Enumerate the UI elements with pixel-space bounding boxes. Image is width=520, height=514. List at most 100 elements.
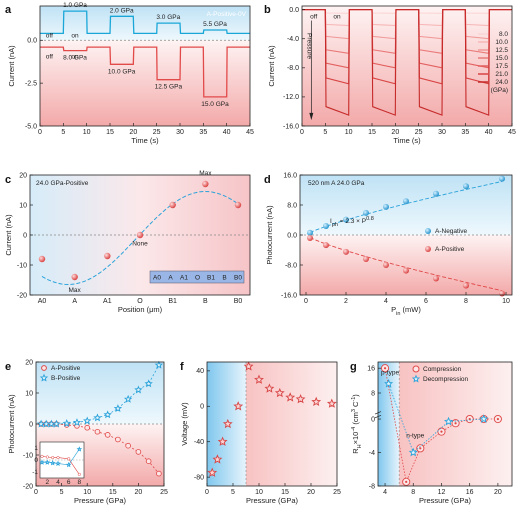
- y-tick-label: -12.0: [283, 94, 299, 101]
- fit-curve: [309, 181, 503, 234]
- inset-x-tick-label: 8: [78, 479, 82, 486]
- legend-label: O: [195, 275, 200, 282]
- legend-label: A: [168, 275, 173, 282]
- panel-f: 0 5 10 15 20 25 40 0 -40 -80 Pressure (GPa) Voltage…: [180, 361, 341, 505]
- x-tick-label: B0: [234, 298, 243, 305]
- data-point: [72, 418, 82, 426]
- legend-label: B: [222, 275, 226, 282]
- data-point: [202, 180, 209, 188]
- legend-label: 10.0: [495, 39, 508, 46]
- data-point: [212, 454, 223, 464]
- legend-label: A0: [153, 275, 161, 282]
- data-point: [307, 229, 313, 236]
- data-point: [217, 436, 228, 446]
- panel-b: Pressure off on 8.010.012.515.017.521.024.0…: [264, 4, 516, 145]
- panel-label: g: [350, 361, 357, 373]
- x-tick-label: 0: [300, 129, 304, 136]
- annotation-off: off: [310, 13, 317, 20]
- x-tick-label: 5: [231, 489, 235, 496]
- data-point: [403, 267, 409, 274]
- data-point-center: [383, 367, 387, 370]
- y-tick-label: 0.0: [289, 7, 299, 14]
- y-tick-label: -4.0: [287, 36, 299, 43]
- data-point: [154, 360, 164, 369]
- data-point-center: [440, 430, 443, 433]
- data-point: [311, 396, 322, 407]
- x-tick-label: 2: [344, 298, 348, 305]
- data-point: [499, 290, 505, 297]
- x-axis-label: Pressure (GPa): [419, 496, 472, 505]
- label-part: ×10: [351, 432, 360, 445]
- pressure-label: 2.0 GPa: [110, 7, 134, 14]
- data-point: [144, 379, 153, 388]
- data-point: [125, 442, 131, 449]
- x-tick-label: 0: [304, 298, 308, 305]
- series-line: [384, 368, 498, 484]
- data-point: [343, 216, 349, 223]
- pressure-label: 3.0 GPa: [156, 14, 180, 21]
- x-tick-label: 4: [384, 298, 388, 305]
- y-tick-label: -16.0: [283, 123, 299, 130]
- y-tick-label: 20: [25, 359, 33, 366]
- panel-label: d: [264, 174, 271, 186]
- label-part: ph: [332, 222, 338, 228]
- data-point: [383, 203, 389, 210]
- panel-label: a: [5, 4, 12, 16]
- legend-marker: [412, 365, 420, 373]
- x-tick-label: 8: [464, 298, 468, 305]
- pressure-label: 5.5 GPa: [203, 21, 227, 28]
- axes-frame: [206, 361, 338, 487]
- data-point: [104, 252, 111, 260]
- x-tick-label: 45: [246, 129, 254, 136]
- y-tick-label: -8: [369, 483, 375, 490]
- axes-frame: [39, 5, 251, 127]
- inset-x-tick-label: 6: [67, 479, 71, 486]
- x-tick-label: 4: [383, 489, 387, 496]
- legend-label: B0: [234, 275, 242, 282]
- inset-point: [67, 457, 71, 461]
- x-tick-label: 8: [411, 489, 415, 496]
- trace-line: [302, 9, 512, 116]
- background-blue: [300, 175, 512, 235]
- y-axis-label: Current (nA): [267, 45, 276, 87]
- annotation-max: Max: [199, 170, 212, 177]
- data-point: [104, 432, 111, 438]
- label-part: -4: [351, 427, 357, 432]
- background-blue: [378, 362, 400, 486]
- y-tick-label: 0: [371, 416, 375, 423]
- y-tick-label: -80: [194, 474, 204, 481]
- y-tick-label: -5.0: [25, 123, 37, 130]
- label-part: = 2.3 × P: [338, 218, 366, 225]
- axes-frame: [301, 5, 513, 127]
- y-tick-label: 0.0: [27, 38, 37, 45]
- y-tick-label: 16: [367, 366, 375, 373]
- x-tick-label: 20: [494, 489, 502, 496]
- data-point: [124, 394, 133, 403]
- legend-marker: [411, 374, 421, 383]
- legend-marker: [425, 228, 431, 234]
- data-point: [103, 410, 112, 419]
- data-point: [134, 385, 143, 394]
- x-tick-label: 30: [176, 129, 184, 136]
- annotation-on: on: [333, 13, 341, 20]
- x-tick-label: 12: [438, 489, 446, 496]
- label-part: C: [351, 401, 360, 409]
- y-tick-label: -10: [23, 452, 33, 459]
- x-tick-label: 20: [129, 129, 137, 136]
- label-part: in: [396, 311, 400, 317]
- panel-label: b: [264, 4, 271, 16]
- data-point: [115, 436, 121, 443]
- label-part: ): [351, 394, 360, 397]
- pressure-label: 15.0 GPa: [201, 101, 229, 108]
- y-tick-label: -8.0: [287, 65, 299, 72]
- inset-point: [51, 456, 55, 460]
- inset-point: [56, 456, 60, 460]
- data-point: [156, 470, 162, 477]
- y-tick-label: 10: [19, 202, 27, 209]
- data-point-center: [454, 422, 457, 425]
- data-point-center: [405, 480, 408, 483]
- x-tick-label: A: [72, 298, 77, 305]
- x-tick-label: 6: [424, 298, 428, 305]
- data-point-center: [419, 447, 422, 450]
